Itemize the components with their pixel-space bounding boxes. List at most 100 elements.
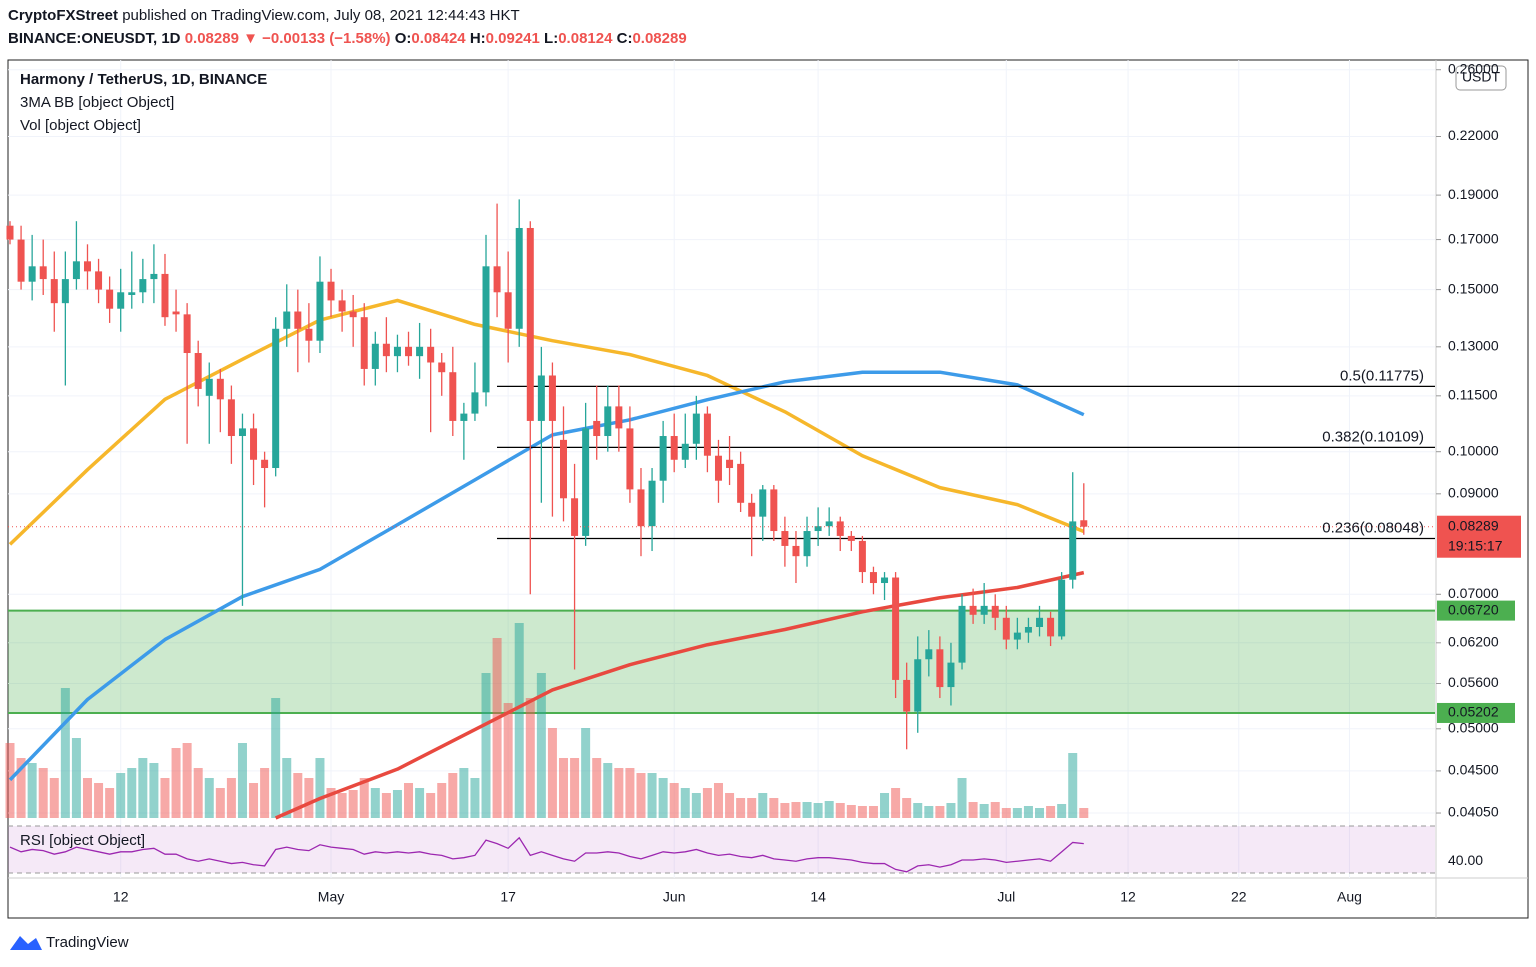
volume-bar bbox=[636, 773, 646, 818]
c-label: C: bbox=[617, 30, 633, 47]
last-price-badge bbox=[1437, 515, 1521, 558]
candle-body bbox=[947, 662, 955, 688]
volume-bar bbox=[437, 783, 447, 818]
volume-bar bbox=[592, 758, 602, 818]
volume-bar bbox=[160, 778, 170, 818]
ticker: BINANCE:ONEUSDT, 1D bbox=[8, 30, 181, 47]
y-tick-label: 0.04500 bbox=[1448, 762, 1499, 778]
chart-title: Harmony / TetherUS, 1D, BINANCE bbox=[20, 71, 267, 88]
candle-body bbox=[338, 300, 346, 312]
candle-body bbox=[1069, 521, 1077, 580]
zone-badge-label: 0.06720 bbox=[1448, 601, 1499, 617]
y-tick-label: 0.15000 bbox=[1448, 280, 1499, 296]
volume-bar bbox=[426, 793, 436, 818]
volume-bar bbox=[249, 783, 259, 818]
volume-bar bbox=[691, 793, 701, 818]
arrow: ▼ bbox=[243, 30, 258, 47]
h-label: H: bbox=[470, 30, 486, 47]
volume-bar bbox=[979, 804, 989, 818]
candle-body bbox=[382, 343, 390, 357]
volume-bar bbox=[27, 763, 37, 818]
volume-bar bbox=[725, 793, 735, 818]
moving-average bbox=[8, 298, 1085, 546]
candle-body bbox=[227, 399, 235, 437]
rsi-tick-label: 40.00 bbox=[1448, 852, 1483, 868]
volume-bar bbox=[381, 793, 391, 818]
moving-average bbox=[8, 370, 1085, 782]
candle-body bbox=[681, 443, 689, 460]
y-tick-label: 0.17000 bbox=[1448, 230, 1499, 246]
candle-body bbox=[493, 266, 501, 293]
volume-bar bbox=[769, 798, 779, 818]
candle-body bbox=[803, 531, 811, 557]
volume-bar bbox=[94, 783, 104, 818]
o-label: O: bbox=[395, 30, 412, 47]
volume-bar bbox=[326, 788, 336, 818]
volume-bar bbox=[603, 763, 613, 818]
volume-bar bbox=[658, 778, 668, 818]
volume-bar bbox=[547, 728, 557, 818]
volume-bar bbox=[182, 743, 192, 818]
candle-body bbox=[515, 227, 523, 329]
volume-bar bbox=[813, 803, 823, 818]
candle-body bbox=[482, 266, 490, 393]
volume-bar bbox=[990, 802, 1000, 818]
volume-bar bbox=[304, 778, 314, 818]
volume-bar bbox=[481, 673, 491, 818]
y-tick-label: 0.05000 bbox=[1448, 719, 1499, 735]
volume-bar bbox=[736, 798, 746, 818]
y-tick-label: 0.07000 bbox=[1448, 585, 1499, 601]
x-tick-label: May bbox=[318, 889, 344, 905]
rsi-line bbox=[9, 836, 1084, 873]
candle-body bbox=[50, 279, 58, 304]
volume-bar bbox=[780, 803, 790, 818]
change: −0.00133 (−1.58%) bbox=[262, 30, 390, 47]
candle-body bbox=[238, 428, 246, 437]
candle-body bbox=[83, 261, 91, 272]
brand-text: TradingView bbox=[46, 934, 129, 951]
candle-body bbox=[792, 545, 800, 557]
candle-body bbox=[593, 420, 601, 437]
candle-body bbox=[205, 378, 213, 396]
volume-bar bbox=[82, 778, 92, 818]
h: 0.09241 bbox=[486, 30, 540, 47]
l: 0.08124 bbox=[558, 30, 613, 47]
candle-body bbox=[925, 649, 933, 660]
candle-body bbox=[560, 439, 567, 499]
volume-bar bbox=[38, 768, 48, 818]
volume-bar bbox=[868, 806, 878, 818]
x-tick-label: Jun bbox=[663, 889, 686, 905]
volume-bar bbox=[293, 773, 303, 818]
y-tick-label: 0.11500 bbox=[1448, 387, 1498, 403]
candle-body bbox=[327, 281, 335, 301]
candle-body bbox=[305, 328, 313, 341]
candle-body bbox=[659, 436, 667, 481]
unit: USDT bbox=[1462, 69, 1501, 85]
zone-badge bbox=[1437, 702, 1515, 723]
volume-bar bbox=[835, 803, 845, 818]
volume-bar bbox=[415, 788, 425, 818]
y-tick-label: 0.26000 bbox=[1448, 60, 1499, 76]
candle-body bbox=[427, 346, 435, 363]
volume-bar bbox=[260, 768, 270, 818]
c: 0.08289 bbox=[632, 30, 686, 47]
y-tick-label: 0.05600 bbox=[1448, 674, 1499, 690]
y-tick-label: 0.22000 bbox=[1448, 127, 1499, 143]
candle-body bbox=[781, 531, 789, 546]
zone-badge-label: 0.05202 bbox=[1448, 704, 1499, 720]
volume-bar bbox=[824, 801, 834, 818]
candle-body bbox=[106, 289, 114, 309]
candle-body bbox=[770, 489, 778, 532]
candle-body bbox=[272, 328, 280, 469]
volume-bar bbox=[127, 768, 137, 818]
candle-body bbox=[991, 605, 999, 618]
volume-bar bbox=[492, 638, 502, 818]
volume-bar bbox=[337, 793, 347, 818]
x-tick-label: 14 bbox=[810, 889, 826, 905]
last-price-label: 0.08289 bbox=[1448, 517, 1499, 533]
candle-body bbox=[648, 480, 656, 527]
candle-body bbox=[393, 346, 401, 357]
candle-body bbox=[582, 428, 590, 536]
last: 0.08289 bbox=[185, 30, 239, 47]
y-tick-label: 0.19000 bbox=[1448, 186, 1499, 202]
